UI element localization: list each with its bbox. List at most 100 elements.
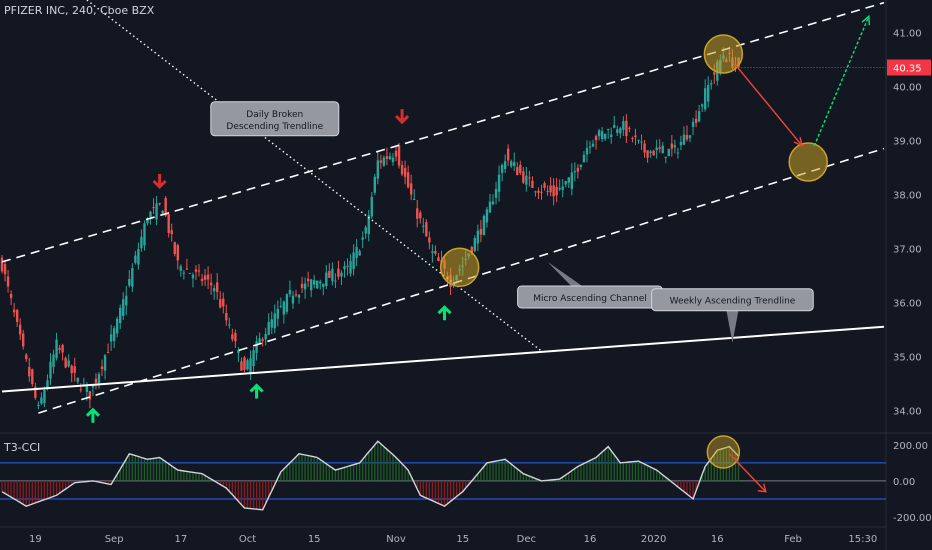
- candle-body: [222, 298, 225, 307]
- candle-body: [309, 279, 313, 291]
- candle-body: [231, 334, 234, 340]
- candle-body: [273, 313, 276, 329]
- candle-body: [713, 72, 716, 75]
- candle-body: [564, 181, 567, 185]
- candle-body: [303, 283, 307, 290]
- candle-body: [131, 268, 134, 287]
- descending-trendline: [86, 0, 542, 352]
- candle-body: [206, 274, 210, 280]
- candle-body: [485, 209, 489, 223]
- candle-body: [637, 139, 640, 141]
- candle-body: [97, 373, 101, 384]
- candle-body: [297, 294, 301, 298]
- candle-body: [173, 242, 176, 255]
- candle-body: [346, 265, 349, 267]
- candle-body: [170, 230, 173, 235]
- candle-body: [628, 127, 631, 129]
- candle-body: [364, 227, 367, 234]
- last-price-label: 40.35: [893, 64, 922, 75]
- candle-body: [100, 366, 104, 370]
- indicator-highlight-circle: [706, 435, 741, 469]
- candle-body: [261, 339, 264, 341]
- candle-body: [122, 299, 125, 316]
- candle-body: [479, 228, 483, 235]
- time-tick-label: 2020: [641, 534, 666, 545]
- candle-body: [470, 246, 473, 253]
- candle-body: [291, 295, 295, 304]
- candle-body: [670, 143, 674, 149]
- candle-body: [234, 332, 237, 342]
- candle-body: [397, 145, 401, 166]
- candle-body: [519, 164, 522, 173]
- candle-body: [349, 261, 352, 274]
- candle-body: [200, 278, 204, 282]
- candle-body: [473, 238, 477, 251]
- candle-body: [561, 186, 564, 190]
- forecast-arrow: [734, 64, 803, 147]
- candle-body: [43, 390, 46, 404]
- candle-body: [358, 250, 361, 256]
- candle-body: [49, 361, 52, 379]
- candle-body: [703, 88, 707, 110]
- candle-body: [155, 203, 158, 220]
- candle-body: [431, 251, 434, 254]
- candle-body: [355, 246, 358, 258]
- candle-body: [55, 339, 58, 359]
- candle-body: [549, 185, 552, 193]
- forecast-arrow: [813, 15, 870, 147]
- candle-body: [388, 156, 392, 160]
- candle-body: [437, 257, 440, 262]
- price-tick-label: 37.00: [893, 244, 922, 255]
- price-tick-label: 41.00: [893, 28, 922, 39]
- candle-body: [112, 328, 116, 341]
- candle-body: [682, 134, 686, 145]
- candle-body: [534, 191, 537, 193]
- candle-body: [673, 145, 677, 148]
- candle-body: [40, 397, 43, 404]
- candle-body: [588, 146, 592, 148]
- candle-body: [694, 118, 698, 123]
- highlight-circle: [439, 247, 480, 288]
- candle-body: [337, 268, 340, 277]
- candle-body: [243, 357, 246, 370]
- candle-body: [352, 252, 355, 270]
- callout-box: [651, 288, 814, 312]
- candle-body: [537, 190, 540, 193]
- candle-body: [188, 272, 192, 274]
- candle-body: [252, 350, 255, 367]
- candle-body: [403, 167, 407, 177]
- candle-body: [688, 135, 692, 138]
- candle-body: [306, 278, 310, 282]
- weekly-ascending-trendline: [1, 325, 885, 393]
- indicator-forecast-arrowhead: [757, 483, 767, 493]
- candle-body: [285, 294, 289, 312]
- candle-body: [497, 174, 501, 192]
- callout: Daily Broken Descending Trendline: [210, 101, 340, 137]
- candle-body: [370, 196, 373, 217]
- candle-body: [25, 354, 28, 360]
- candle-body: [419, 212, 422, 219]
- candle-body: [503, 161, 507, 170]
- time-tick-label: Oct: [239, 534, 256, 545]
- candle-body: [400, 165, 404, 175]
- price-tick-label: 34.00: [893, 406, 922, 417]
- time-tick-label: Feb: [784, 534, 802, 545]
- candle-body: [416, 208, 419, 219]
- time-tick-label: Sep: [105, 534, 124, 545]
- candle-body: [197, 270, 201, 272]
- candle-body: [182, 272, 186, 274]
- candle-body: [658, 147, 661, 149]
- candle-body: [570, 172, 574, 189]
- candle-body: [149, 211, 152, 218]
- candle-body: [525, 175, 528, 185]
- time-tick-label: 17: [174, 534, 187, 545]
- candle-body: [109, 334, 113, 342]
- forecast-arrowhead: [861, 14, 871, 26]
- candle-body: [119, 307, 122, 324]
- candle-body: [319, 281, 322, 284]
- candle-body: [367, 215, 370, 235]
- callout-box: [210, 101, 340, 137]
- callout-text: Micro Ascending Channel: [533, 294, 647, 304]
- candle-body: [697, 111, 701, 122]
